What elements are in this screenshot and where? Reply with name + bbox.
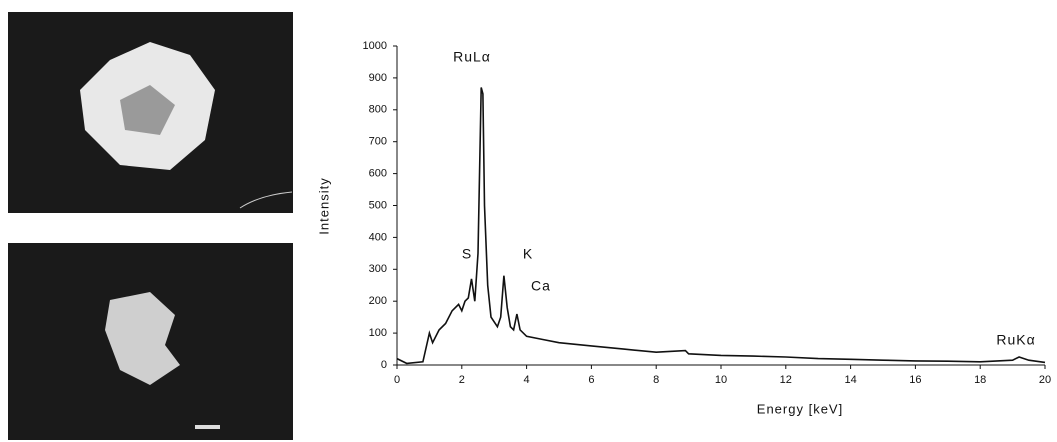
spectrum-line [396,87,1046,365]
x-tick-label: 16 [909,374,921,386]
x-tick-label: 18 [974,374,986,386]
x-tick-label: 0 [394,374,400,386]
x-tick-label: 8 [653,374,659,386]
peak-annotation: Ca [531,278,551,294]
y-tick-label: 200 [369,295,387,307]
y-tick-label: 500 [369,199,387,211]
x-tick-label: 20 [1039,374,1051,386]
peak-annotation: RuLα [453,49,491,65]
y-tick-label: 900 [369,72,387,84]
y-tick-label: 100 [369,327,387,339]
y-tick-label: 400 [369,231,387,243]
micrograph-top [8,12,293,213]
x-tick-label: 10 [715,374,727,386]
y-axis-label: Intensity [316,177,331,234]
x-tick-label: 14 [844,374,856,386]
y-tick-label: 800 [369,104,387,116]
x-axis-label: Energy [keV] [757,401,843,416]
x-tick-label: 4 [524,374,530,386]
y-tick-label: 600 [369,168,387,180]
peak-annotation: K [523,246,533,262]
x-tick-label: 2 [459,374,465,386]
peak-annotation: S [462,246,472,262]
y-tick-label: 300 [369,263,387,275]
x-tick-label: 12 [780,374,792,386]
x-tick-label: 6 [588,374,594,386]
y-tick-label: 0 [381,359,387,371]
peak-annotation: RuKα [996,332,1035,348]
y-tick-label: 700 [369,136,387,148]
micrograph-bottom [8,243,293,440]
y-tick-label: 1000 [363,40,387,52]
